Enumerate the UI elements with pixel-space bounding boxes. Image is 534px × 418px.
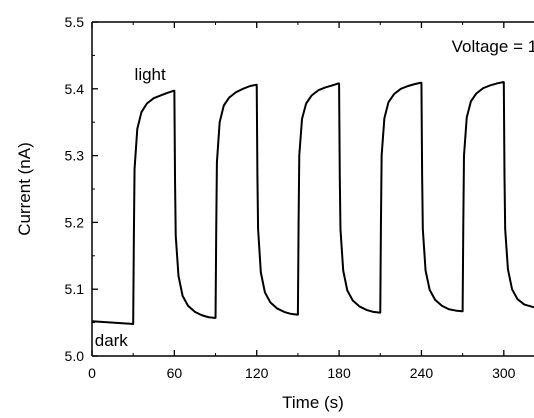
y-tick-label: 5.5: [65, 14, 85, 30]
x-tick-label: 0: [88, 365, 96, 381]
annotations: Voltage = 1 V light dark: [95, 37, 534, 350]
y-tick-label: 5.3: [65, 148, 85, 164]
annotation-label: Voltage = 1 V: [452, 37, 534, 56]
y-tick-label: 5.1: [65, 281, 85, 297]
x-tick-label: 60: [167, 365, 183, 381]
axis-ticks: [91, 21, 505, 357]
annotation-label: dark: [95, 331, 129, 350]
x-axis-title: Time (s): [282, 393, 344, 412]
x-tick-label: 300: [492, 365, 516, 381]
y-tick-label: 5.2: [65, 214, 85, 230]
x-tick-label: 120: [245, 365, 269, 381]
y-axis-title: Current (nA): [15, 142, 34, 236]
y-tick-label: 5.4: [65, 81, 85, 97]
current-trace-line: [91, 81, 534, 325]
tick-labels: 0 60 120 180 240 300 5.0 5.1 5.2 5.3 5.4 5.5: [65, 14, 516, 381]
x-tick-label: 240: [410, 365, 434, 381]
x-tick-label: 180: [327, 365, 351, 381]
y-tick-label: 5.0: [65, 348, 85, 364]
annotation-label: light: [135, 65, 166, 84]
